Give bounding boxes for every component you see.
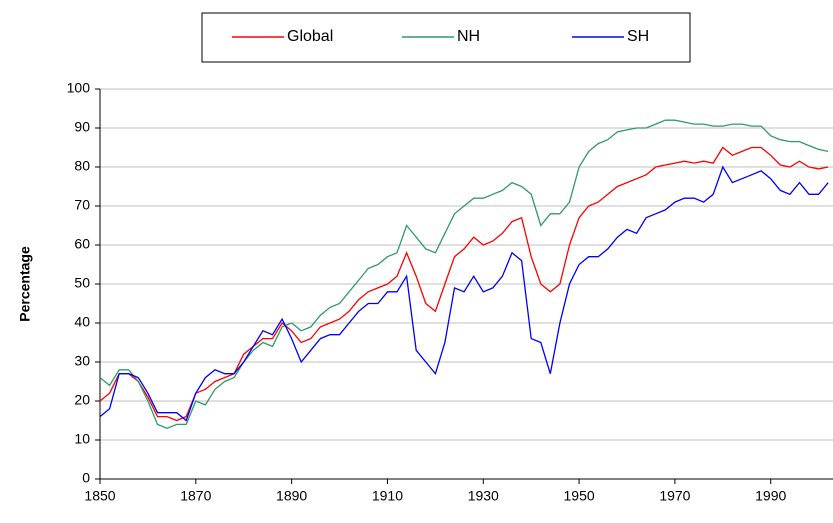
y-tick-label: 50 xyxy=(74,275,90,291)
y-tick-label: 90 xyxy=(74,119,90,135)
y-tick-label: 80 xyxy=(74,158,90,174)
data-line xyxy=(99,165,829,422)
x-tick-label: 1970 xyxy=(659,488,690,504)
data-line xyxy=(99,146,829,422)
y-tick-label: 40 xyxy=(74,314,90,330)
x-tick-label: 1850 xyxy=(84,488,115,504)
y-tick-label: 0 xyxy=(82,470,90,486)
y-tick-label: 60 xyxy=(74,236,90,252)
x-tick-label: 1870 xyxy=(180,488,211,504)
y-tick-label: 10 xyxy=(74,431,90,447)
y-axis-label: Percentage xyxy=(17,246,33,322)
y-tick-label: 20 xyxy=(74,392,90,408)
legend-label: SH xyxy=(627,28,649,45)
y-tick-label: 30 xyxy=(74,353,90,369)
x-tick-label: 1890 xyxy=(276,488,307,504)
y-tick-label: 100 xyxy=(67,80,91,96)
x-tick-label: 1930 xyxy=(468,488,499,504)
x-tick-label: 1990 xyxy=(755,488,786,504)
x-tick-label: 1950 xyxy=(564,488,595,504)
x-tick-label: 1910 xyxy=(372,488,403,504)
y-tick-label: 70 xyxy=(74,197,90,213)
data-line xyxy=(99,119,829,430)
legend-label: NH xyxy=(457,28,480,45)
legend-label: Global xyxy=(287,28,333,45)
